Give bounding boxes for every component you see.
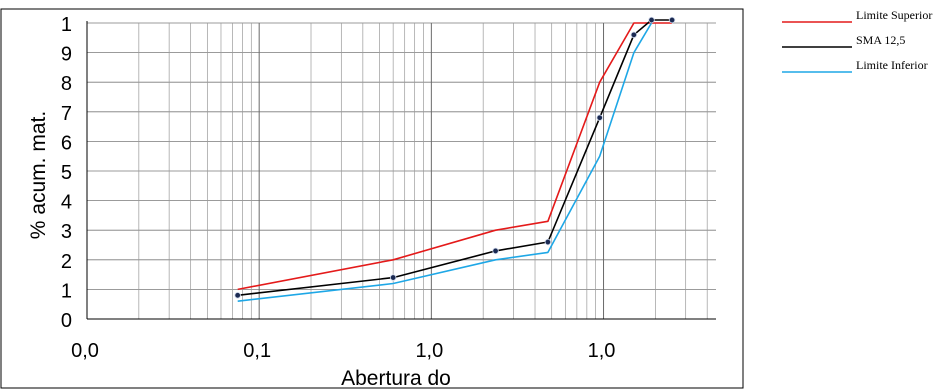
legend-label-limite-superior: Limite Superior (856, 8, 932, 22)
x-tick-label: 0,0 (71, 340, 99, 362)
y-tick-label: 2 (61, 251, 72, 273)
x-tick-labels: 0,0 0,1 1,0 1,0 (71, 340, 615, 362)
y-tick-label: 1 (61, 14, 72, 36)
y-tick-label: 0 (61, 310, 72, 332)
x-axis-title: Abertura do (341, 367, 451, 390)
data-point-sma-12-5 (648, 16, 655, 24)
y-tick-label: 1 (61, 280, 72, 302)
chart-frame (0, 8, 744, 389)
series-markers (234, 16, 676, 299)
y-tick-label: 6 (61, 132, 72, 154)
y-tick-label: 3 (61, 221, 72, 243)
x-tick-label: 1,0 (415, 340, 443, 362)
data-point-sma-12-5 (544, 238, 552, 246)
data-point-sma-12-5 (596, 114, 603, 121)
y-tick-label: 8 (61, 73, 72, 95)
series-line-sma-12-5 (237, 19, 672, 297)
data-point-sma-12-5 (630, 31, 638, 39)
y-tick-label: 9 (61, 44, 72, 66)
legend-label-sma-12-5: SMA 12,5 (856, 33, 905, 47)
y-tick-label: 7 (61, 103, 72, 125)
legend: Limite Superior SMA 12,5 Limite Inferior (782, 8, 932, 73)
data-point-sma-12-5 (668, 16, 676, 24)
x-tick-label: 0,1 (243, 340, 271, 362)
legend-label-limite-inferior: Limite Inferior (856, 58, 928, 72)
y-tick-labels: 0 1 2 3 4 5 6 7 8 9 1 (61, 14, 72, 332)
y-tick-label: 5 (61, 162, 72, 184)
series-line-limite-inferior (237, 22, 653, 302)
y-tick-label: 4 (61, 192, 72, 214)
y-axis-title: % acum. mat. (27, 111, 50, 239)
x-tick-label: 1,0 (588, 340, 616, 362)
data-point-sma-12-5 (234, 292, 241, 299)
series-line-limite-superior (237, 22, 672, 291)
series-lines (237, 19, 672, 302)
axes (86, 21, 716, 320)
data-point-sma-12-5 (389, 274, 397, 281)
data-point-sma-12-5 (492, 247, 499, 255)
